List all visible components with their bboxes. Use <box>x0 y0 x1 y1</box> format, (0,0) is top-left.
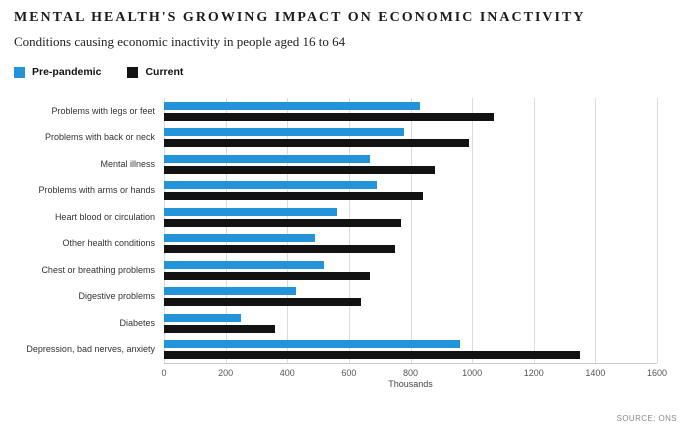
x-axis-title: Thousands <box>388 379 433 389</box>
page-title: MENTAL HEALTH'S GROWING IMPACT ON ECONOM… <box>14 10 586 25</box>
x-tick-label: 600 <box>341 368 357 378</box>
gridline <box>164 98 165 363</box>
bar-row <box>164 125 657 152</box>
gridline <box>348 98 350 363</box>
legend-swatch-current <box>127 66 139 78</box>
bar-rows <box>164 98 657 363</box>
bar-pre-pandemic <box>164 101 420 110</box>
bar-pre-pandemic <box>164 128 405 137</box>
bar-chart: Problems with legs or feet Problems with … <box>14 98 658 363</box>
page-subtitle: Conditions causing economic inactivity i… <box>14 34 346 49</box>
chart-legend: Pre-pandemic Current <box>14 66 679 78</box>
bar-pre-pandemic <box>164 181 377 190</box>
category-label: Chest or breathing problems <box>41 264 155 275</box>
bar-current <box>164 324 275 333</box>
source-credit: SOURCE: ONS <box>616 414 677 423</box>
bar-pre-pandemic <box>164 234 315 243</box>
category-label: Other health conditions <box>62 238 155 249</box>
x-tick-label: 200 <box>218 368 234 378</box>
bar-current <box>164 298 362 307</box>
bar-row <box>164 284 657 311</box>
x-tick-label: 1600 <box>646 368 668 378</box>
x-axis-row: 0 200 400 600 800 1000 1200 1400 1600 <box>14 363 667 378</box>
x-tick-label: 1200 <box>523 368 544 378</box>
category-label: Heart blood or circulation <box>54 211 155 222</box>
bar-row <box>164 151 657 178</box>
bar-pre-pandemic <box>164 154 371 163</box>
x-tick-label: 0 <box>161 368 167 378</box>
bar-current <box>164 245 396 254</box>
plot-area <box>164 98 658 363</box>
category-labels-column: Problems with legs or feet Problems with … <box>14 98 164 363</box>
x-axis-spacer <box>14 363 164 378</box>
category-label: Problems with back or neck <box>44 132 155 143</box>
bar-row <box>164 337 657 364</box>
gridlines-layer <box>164 98 658 363</box>
bar-row <box>164 204 657 231</box>
bar-current <box>164 139 470 148</box>
gridline <box>410 98 412 363</box>
x-tick-label: 1400 <box>585 368 606 378</box>
gridline <box>225 98 227 363</box>
bar-current <box>164 351 580 360</box>
gridline <box>657 98 658 363</box>
category-label: Problems with legs or feet <box>51 105 155 116</box>
bar-pre-pandemic <box>164 313 242 322</box>
category-label: Problems with arms or hands <box>38 185 155 196</box>
legend-item-current: Current <box>127 66 183 78</box>
category-label: Digestive problems <box>78 291 155 302</box>
gridline <box>472 98 474 363</box>
x-tick-label: 800 <box>402 368 419 378</box>
gridline <box>287 98 289 363</box>
gridline <box>533 98 535 363</box>
legend-label-current: Current <box>145 66 184 78</box>
legend-swatch-pre-pandemic <box>14 66 25 78</box>
x-tick-label: 400 <box>279 368 295 378</box>
bar-pre-pandemic <box>164 207 337 216</box>
bar-current <box>164 218 402 227</box>
category-label: Diabetes <box>119 317 155 328</box>
bar-row <box>164 178 657 205</box>
gridline <box>595 98 597 363</box>
bar-current <box>164 192 423 201</box>
bar-row <box>164 231 657 258</box>
bar-pre-pandemic <box>164 287 297 296</box>
legend-label-pre-pandemic: Pre-pandemic <box>32 66 102 78</box>
bar-row <box>164 310 657 337</box>
bar-pre-pandemic <box>164 340 460 349</box>
x-tick-label: 1000 <box>462 368 483 378</box>
legend-item-pre-pandemic: Pre-pandemic <box>14 66 101 78</box>
bar-row <box>164 257 657 284</box>
bar-pre-pandemic <box>164 260 325 269</box>
bar-current <box>164 165 436 174</box>
x-axis: 0 200 400 600 800 1000 1200 1400 1600 <box>161 363 667 378</box>
bar-current <box>164 112 494 121</box>
bar-row <box>164 98 657 125</box>
category-label: Mental illness <box>100 158 155 169</box>
category-label: Depression, bad nerves, anxiety <box>26 344 155 355</box>
bar-current <box>164 271 371 280</box>
